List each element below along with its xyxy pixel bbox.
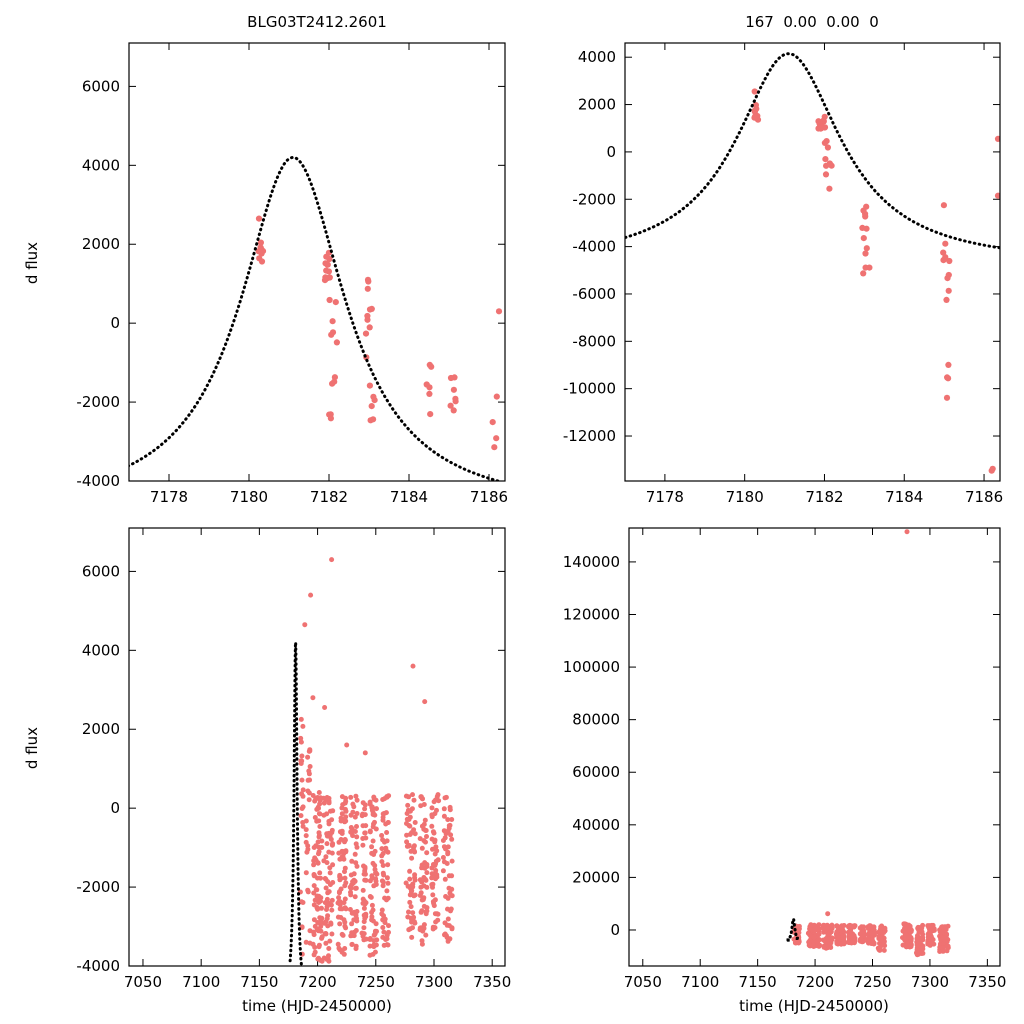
y-tick-label: 20000 <box>572 868 620 886</box>
x-tick-label: 7100 <box>182 973 220 991</box>
x-tick-label: 7180 <box>726 488 764 506</box>
y-tick-label: 0 <box>110 314 120 332</box>
y-tick-label: 4000 <box>82 156 120 174</box>
model-curve <box>786 917 801 943</box>
y-tick-label: 140000 <box>563 553 620 571</box>
panel1-ylabel: d flux <box>23 241 41 285</box>
y-tick-label: 100000 <box>563 658 620 676</box>
y-tick-label: 0 <box>610 921 620 939</box>
model-curve <box>288 641 304 966</box>
panel4-xlabel: time (HJD-2450000) <box>739 997 889 1015</box>
y-tick-label: 4000 <box>82 641 120 659</box>
x-tick-label: 7180 <box>230 488 268 506</box>
panel-4: 7050 7100 7150 7200 7250 7300 7350 0 20000 40000 6… <box>563 527 1006 991</box>
y-tick-label: 6000 <box>82 562 120 580</box>
x-tick-label: 7186 <box>470 488 508 506</box>
y-tick-label: 40000 <box>572 816 620 834</box>
plot-frame <box>128 42 506 482</box>
panel-3: 7050 7100 7150 7200 7250 7300 7350 -4000 -2000 0 2… <box>76 527 511 991</box>
y-tick-label: 0 <box>110 799 120 817</box>
x-tick-label: 7050 <box>624 973 662 991</box>
plot-frame <box>128 527 506 967</box>
x-tick-label: 7250 <box>357 973 395 991</box>
y-tick-label: -2000 <box>572 190 616 208</box>
axis-ticks <box>129 43 505 482</box>
x-tick-label: 7350 <box>473 973 511 991</box>
axis-ticks <box>625 43 1000 481</box>
panel2-title: 167 0.00 0.00 0 <box>745 13 879 31</box>
y-tick-label: 6000 <box>82 77 120 95</box>
y-tick-label: 120000 <box>563 605 620 623</box>
x-tick-label: 7182 <box>805 488 843 506</box>
axis-ticks <box>629 528 1000 966</box>
y-tick-label: 2000 <box>578 96 616 114</box>
y-tick-label: -8000 <box>572 332 616 350</box>
x-tick-label: 7100 <box>681 973 719 991</box>
x-tick-label: 7178 <box>150 488 188 506</box>
y-tick-label: 2000 <box>82 720 120 738</box>
model-curve <box>625 52 1000 250</box>
x-tick-label: 7186 <box>965 488 1003 506</box>
panel3-xlabel: time (HJD-2450000) <box>242 997 392 1015</box>
x-tick-label: 7150 <box>739 973 777 991</box>
y-tick-label: -4000 <box>76 472 120 490</box>
scatter-points <box>751 88 1000 474</box>
panel-2: 7178 7180 7182 7184 7186 -12000 -10000 -8000 -60… <box>563 42 1003 506</box>
x-tick-label: 7200 <box>796 973 834 991</box>
x-tick-label: 7200 <box>298 973 336 991</box>
plot-frame <box>628 527 1001 967</box>
panel1-title: BLG03T2412.2601 <box>247 13 387 31</box>
panel-1: 7178 7180 7182 7184 7186 -4000 -2000 0 2000 4000 6… <box>76 42 508 506</box>
x-tick-label: 7184 <box>390 488 428 506</box>
x-tick-label: 7182 <box>310 488 348 506</box>
x-tick-label: 7300 <box>415 973 453 991</box>
scatter-points <box>297 557 455 964</box>
y-tick-label: -4000 <box>76 957 120 975</box>
y-tick-label: -2000 <box>76 393 120 411</box>
model-curve <box>129 155 504 481</box>
x-tick-label: 7184 <box>885 488 923 506</box>
x-tick-label: 7150 <box>240 973 278 991</box>
y-tick-label: 0 <box>606 143 616 161</box>
scatter-points <box>255 215 503 451</box>
panel3-ylabel: d flux <box>23 726 41 770</box>
y-tick-label: -2000 <box>76 878 120 896</box>
y-tick-label: -12000 <box>563 427 616 445</box>
x-tick-label: 7050 <box>124 973 162 991</box>
y-tick-label: -4000 <box>572 238 616 256</box>
y-tick-label: -6000 <box>572 285 616 303</box>
y-tick-label: 80000 <box>572 711 620 729</box>
x-tick-label: 7250 <box>853 973 891 991</box>
plot-frame <box>624 42 1001 482</box>
x-tick-label: 7300 <box>911 973 949 991</box>
x-tick-label: 7178 <box>646 488 684 506</box>
y-tick-label: 60000 <box>572 763 620 781</box>
scatter-points <box>791 529 951 958</box>
y-tick-label: 4000 <box>578 48 616 66</box>
y-tick-label: -10000 <box>563 380 616 398</box>
y-tick-label: 2000 <box>82 235 120 253</box>
x-tick-label: 7350 <box>968 973 1006 991</box>
